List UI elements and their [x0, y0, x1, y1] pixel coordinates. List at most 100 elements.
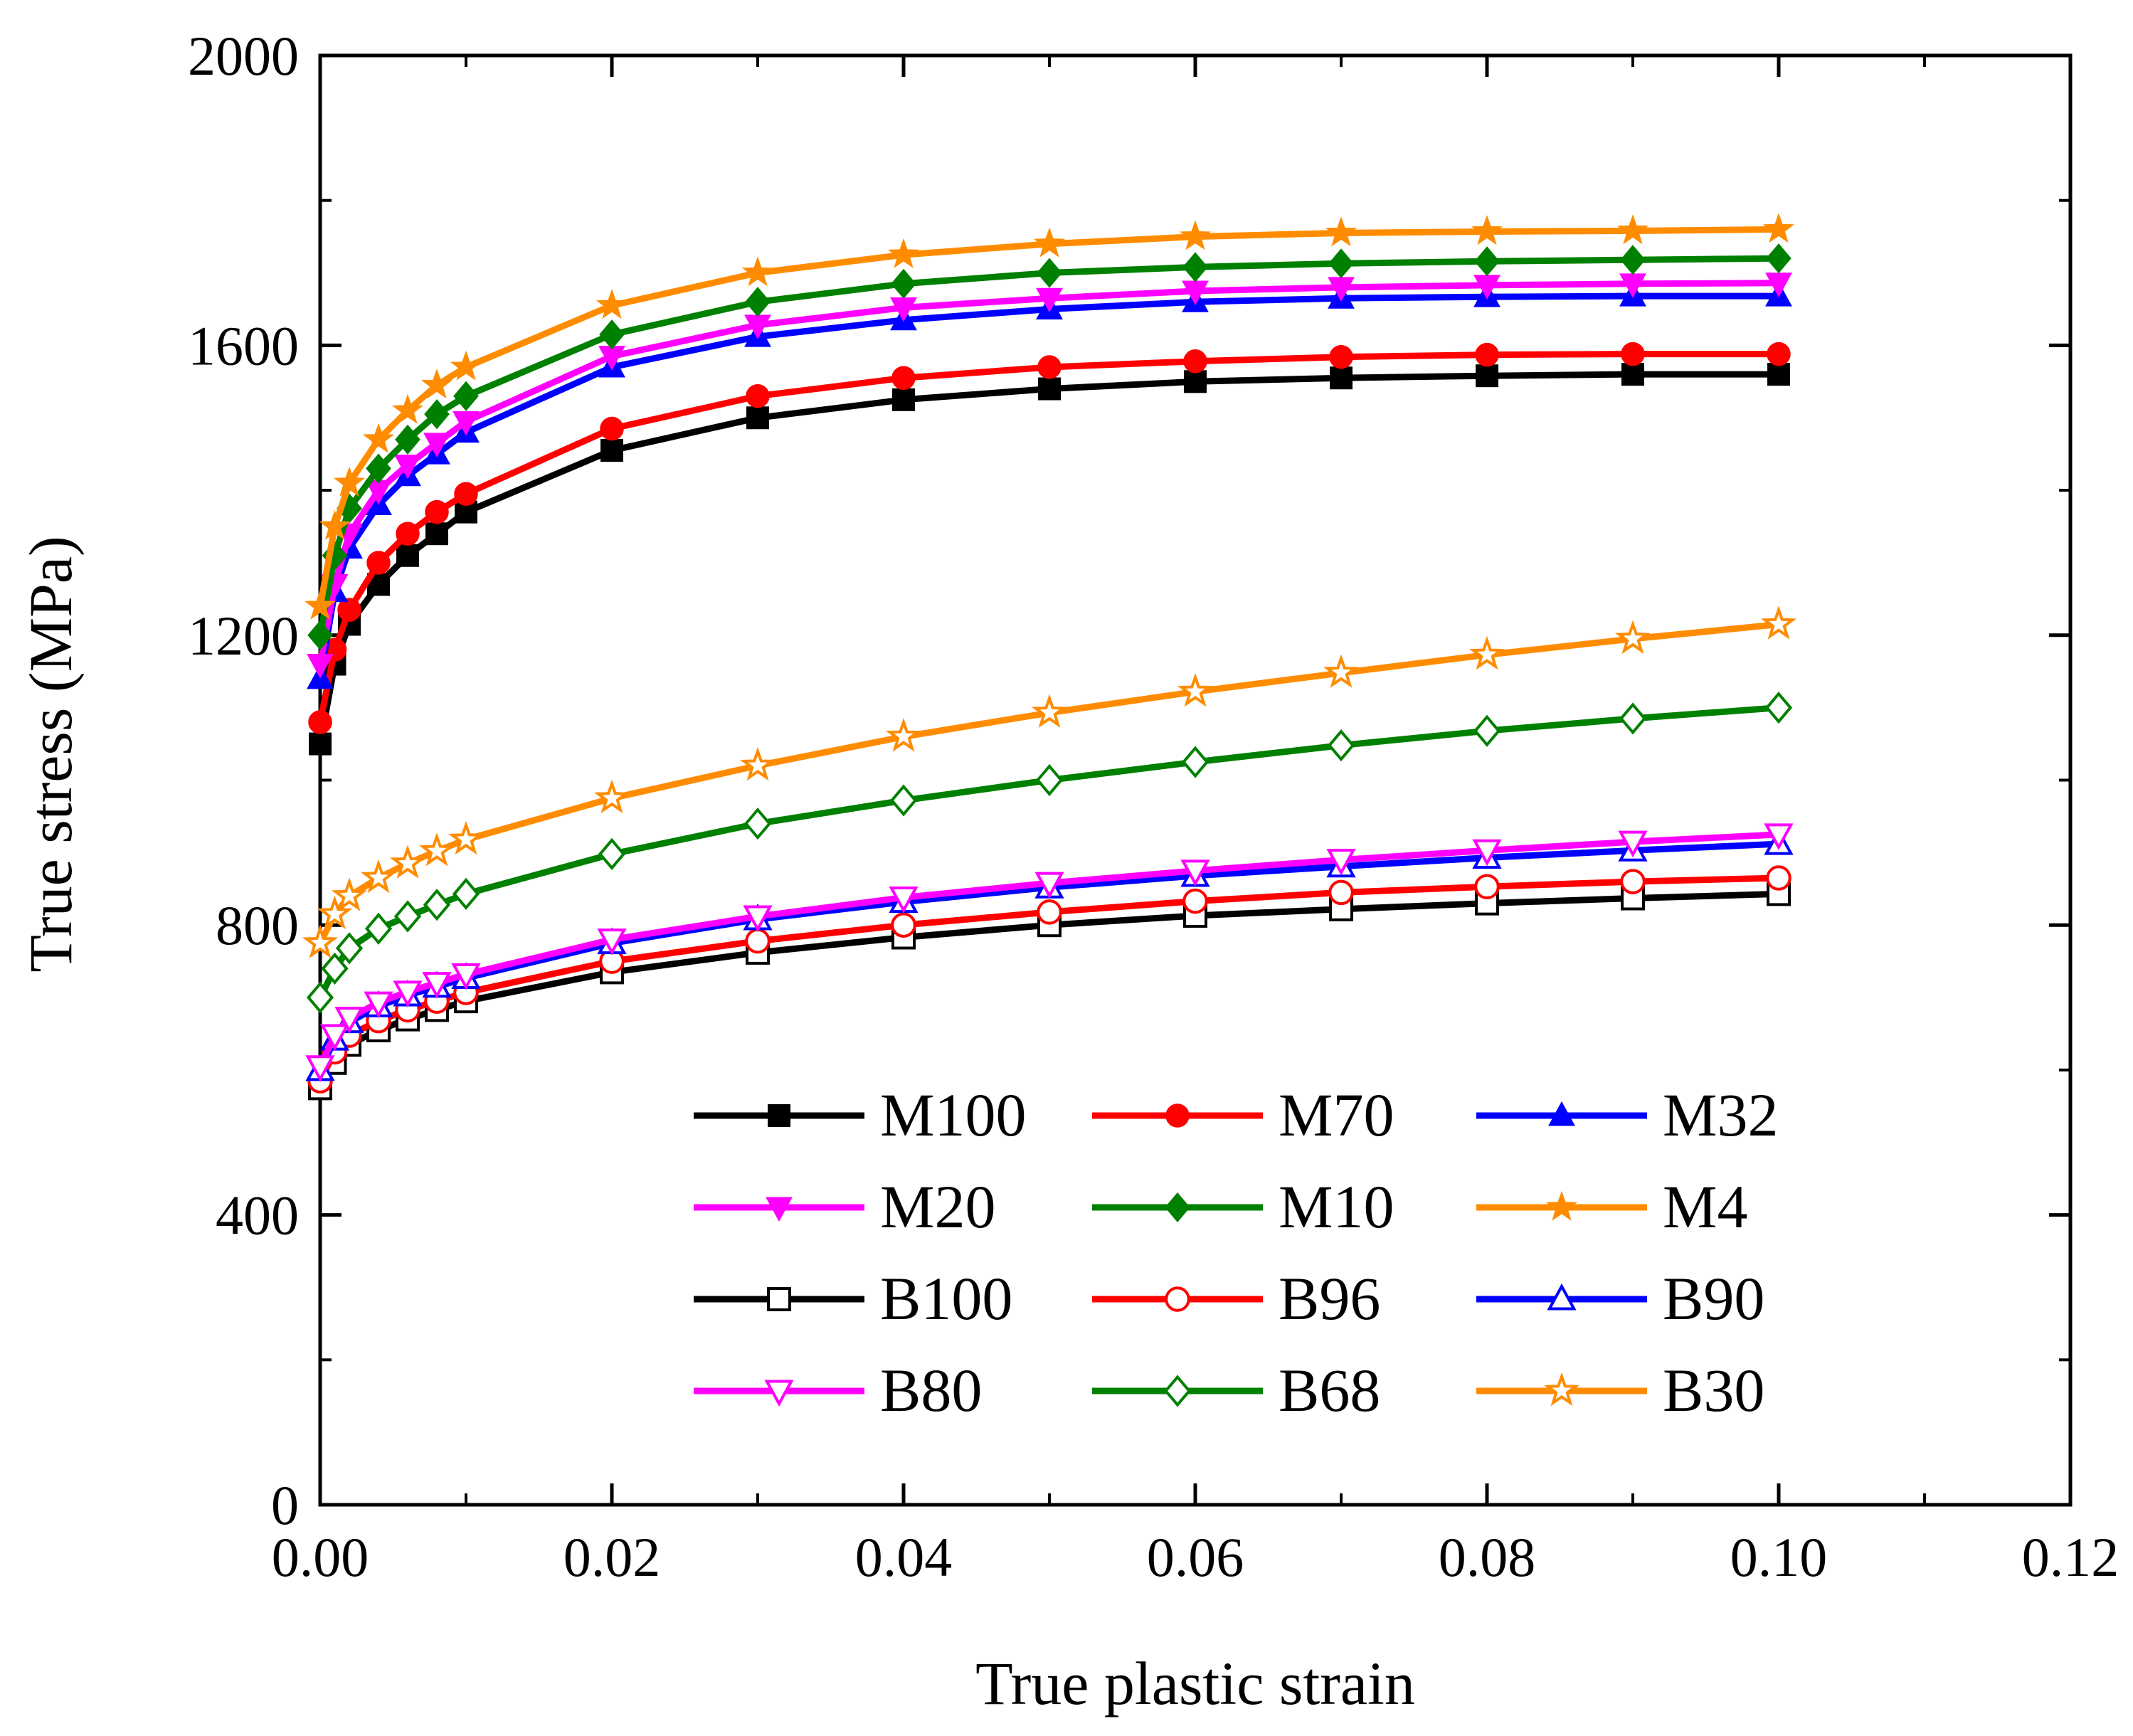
data-point-M100-5 [425, 522, 448, 546]
data-point-M10-4 [395, 424, 420, 455]
data-point-M4-10 [1033, 227, 1066, 258]
data-point-B30-9 [885, 718, 922, 752]
legend-marker-M100 [768, 1104, 790, 1127]
series-line-M10 [317, 255, 1779, 636]
data-point-M20-5 [423, 433, 450, 457]
legend-marker-B90 [1547, 1283, 1577, 1311]
series-line-B80 [317, 831, 1779, 1068]
data-point-B68-9 [889, 784, 918, 817]
data-point-M4-2 [333, 466, 366, 497]
series-line-M20 [317, 280, 1779, 665]
legend-label-B100: B100 [880, 1264, 1012, 1333]
legend-label-B30: B30 [1663, 1356, 1764, 1424]
data-point-M70-13 [1475, 342, 1499, 367]
data-point-B30-14 [1614, 620, 1651, 655]
data-point-M4-3 [362, 423, 395, 453]
legend-label-M10: M10 [1279, 1173, 1394, 1241]
data-point-B68-6 [452, 877, 480, 911]
legend-label-M100: M100 [880, 1081, 1026, 1149]
series-line-B90 [317, 840, 1779, 1071]
data-point-M10-3 [366, 453, 391, 484]
data-point-B80-13 [1472, 839, 1502, 867]
series-M70 [308, 342, 1791, 734]
data-point-B96-8 [745, 928, 771, 954]
data-point-B30-13 [1468, 635, 1505, 670]
x-axis-title: True plastic strain [975, 1649, 1415, 1718]
data-point-M10-14 [1620, 245, 1646, 275]
data-point-M70-14 [1621, 342, 1645, 366]
legend-marker-B100 [767, 1287, 791, 1311]
data-point-M70-5 [425, 499, 449, 524]
data-point-B30-4 [389, 845, 426, 879]
data-point-B68-11 [1181, 746, 1210, 778]
data-point-M100-14 [1621, 363, 1644, 386]
data-point-M70-7 [600, 416, 624, 441]
data-point-M70-6 [454, 482, 478, 506]
legend-item-M32: M32 [1476, 1081, 1778, 1149]
data-point-M100-15 [1767, 363, 1790, 386]
data-point-M70-3 [366, 551, 391, 575]
data-point-B68-5 [423, 889, 451, 921]
legend-marker-B68 [1163, 1375, 1192, 1407]
data-point-B30-1 [317, 895, 353, 930]
data-point-B30-5 [419, 832, 455, 867]
x-tick-label: 0.02 [563, 1526, 661, 1588]
data-point-M70-11 [1183, 349, 1207, 374]
data-point-B30-8 [739, 746, 776, 781]
data-point-M100-4 [396, 544, 419, 567]
legend-label-M32: M32 [1663, 1081, 1778, 1149]
legend-label-B96: B96 [1279, 1264, 1380, 1333]
series-layer [302, 213, 1796, 1101]
legend-item-B96: B96 [1092, 1264, 1380, 1333]
data-point-B30-2 [331, 877, 368, 911]
data-point-M10-11 [1182, 252, 1208, 282]
legend-marker-M32 [1548, 1101, 1575, 1126]
data-point-B30-11 [1177, 672, 1214, 707]
y-tick-label: 800 [216, 894, 299, 956]
y-axis-title: True stress (MPa) [16, 536, 85, 972]
legend-label-M70: M70 [1279, 1081, 1394, 1149]
data-point-B80-7 [597, 928, 627, 956]
data-point-B30-7 [593, 779, 630, 814]
data-point-M10-10 [1037, 258, 1062, 288]
legend-marker-M10 [1165, 1192, 1190, 1223]
data-point-B68-0 [306, 981, 334, 1014]
legend-marker-B96 [1165, 1286, 1190, 1312]
data-point-B68-14 [1619, 702, 1647, 735]
data-point-M20-4 [394, 454, 421, 480]
data-point-M4-5 [420, 369, 453, 399]
data-point-M4-13 [1471, 215, 1503, 245]
data-point-B96-12 [1328, 879, 1354, 906]
data-point-M70-2 [337, 598, 361, 622]
data-point-B80-8 [743, 905, 773, 933]
data-point-B68-3 [364, 912, 393, 945]
series-B80 [305, 823, 1794, 1082]
data-point-B68-12 [1327, 729, 1355, 762]
data-point-B68-8 [743, 808, 772, 840]
x-tick-label: 0.10 [1730, 1526, 1828, 1588]
data-point-M4-11 [1179, 220, 1212, 250]
legend-item-B90: B90 [1476, 1264, 1764, 1333]
data-point-B80-0 [305, 1055, 335, 1082]
y-tick-label: 1600 [188, 314, 299, 376]
data-point-M70-10 [1037, 355, 1062, 379]
data-point-M10-0 [307, 620, 333, 650]
y-tick-label: 2000 [188, 25, 299, 87]
data-point-B80-14 [1618, 830, 1648, 858]
data-point-M20-10 [1036, 287, 1063, 313]
data-point-B80-1 [319, 1024, 350, 1052]
y-tick-label: 1200 [188, 605, 299, 667]
data-point-M70-12 [1329, 344, 1353, 369]
data-point-B96-9 [891, 912, 916, 938]
legend-item-M100: M100 [694, 1081, 1026, 1149]
data-point-B80-11 [1180, 859, 1210, 886]
legend-label-B80: B80 [880, 1356, 982, 1424]
data-point-M4-4 [391, 393, 424, 424]
data-point-B68-4 [393, 900, 422, 933]
series-B68 [306, 692, 1793, 1014]
y-tick-label: 400 [216, 1185, 299, 1247]
x-tick-label: 0.00 [272, 1526, 369, 1588]
series-line-B96 [317, 874, 1779, 1083]
series-line-M70 [317, 351, 1779, 723]
